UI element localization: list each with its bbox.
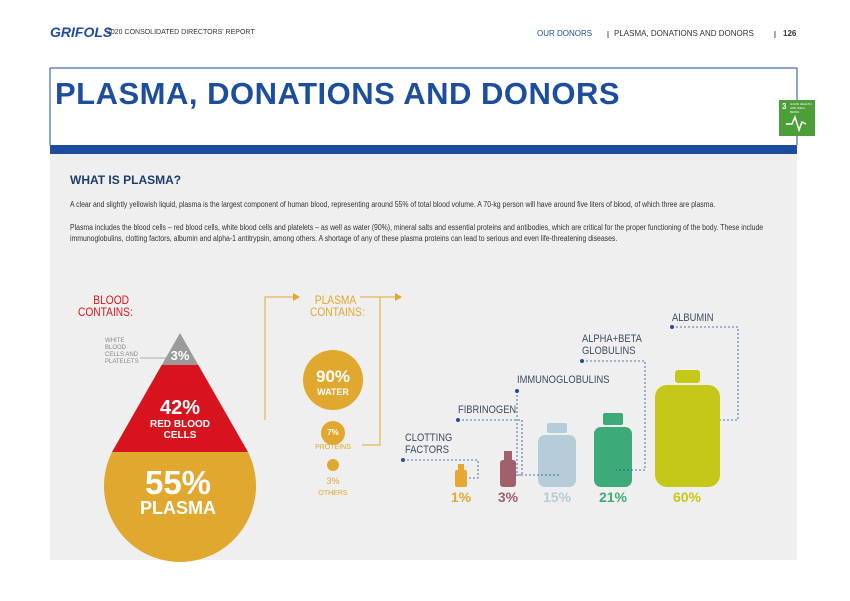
sdg-label: GOOD HEALTH AND WELL-BEING — [790, 102, 812, 114]
paragraph: Plasma includes the blood cells – red bl… — [70, 223, 764, 243]
protein-label: ALPHA+BETA GLOBULINS — [582, 333, 642, 357]
protein-value: 21% — [598, 489, 628, 505]
plasma-label: PROTEINS — [315, 444, 351, 451]
protein-label: IMMUNOGLOBULINS — [517, 374, 610, 386]
logo: GRIFOLS — [50, 24, 113, 40]
protein-value: 15% — [542, 489, 572, 505]
protein-label: FIBRINOGEN — [458, 404, 517, 416]
protein-value: 1% — [450, 489, 472, 505]
blood-label: WHITE BLOOD CELLS AND PLATELETS — [105, 338, 139, 365]
blood-value: 3% — [170, 348, 190, 363]
breadcrumb-section[interactable]: OUR DONORS — [537, 29, 593, 38]
plasma-label: WATER — [317, 387, 349, 397]
report-name: 2020 CONSOLIDATED DIRECTORS' REPORT — [107, 29, 255, 36]
blood-value: 55% — [144, 464, 212, 501]
paragraph: A clear and slightly yellowish liquid, p… — [70, 200, 716, 209]
blood-label: RED BLOOD CELLS — [150, 419, 210, 441]
plasma-value: 3% — [326, 476, 340, 486]
page-title: PLASMA, DONATIONS AND DONORS — [55, 76, 621, 111]
section-heading: WHAT IS PLASMA? — [70, 173, 182, 187]
protein-label: ALBUMIN — [672, 312, 714, 324]
plasma-heading: PLASMA CONTAINS: — [310, 293, 365, 319]
plasma-value: 7% — [327, 428, 339, 437]
protein-value: 60% — [672, 489, 702, 505]
blood-heading: BLOOD CONTAINS: — [78, 293, 133, 319]
blood-label: PLASMA — [140, 498, 216, 518]
page-number: 126 — [783, 29, 797, 38]
plasma-label: OTHERS — [318, 490, 348, 497]
blood-value: 42% — [159, 397, 201, 419]
breadcrumb-chapter: PLASMA, DONATIONS AND DONORS — [614, 29, 754, 38]
protein-value: 3% — [497, 489, 519, 505]
plasma-value: 90% — [315, 367, 351, 386]
protein-label: CLOTTING FACTORS — [405, 432, 453, 456]
sdg-number: 3 — [782, 102, 787, 111]
